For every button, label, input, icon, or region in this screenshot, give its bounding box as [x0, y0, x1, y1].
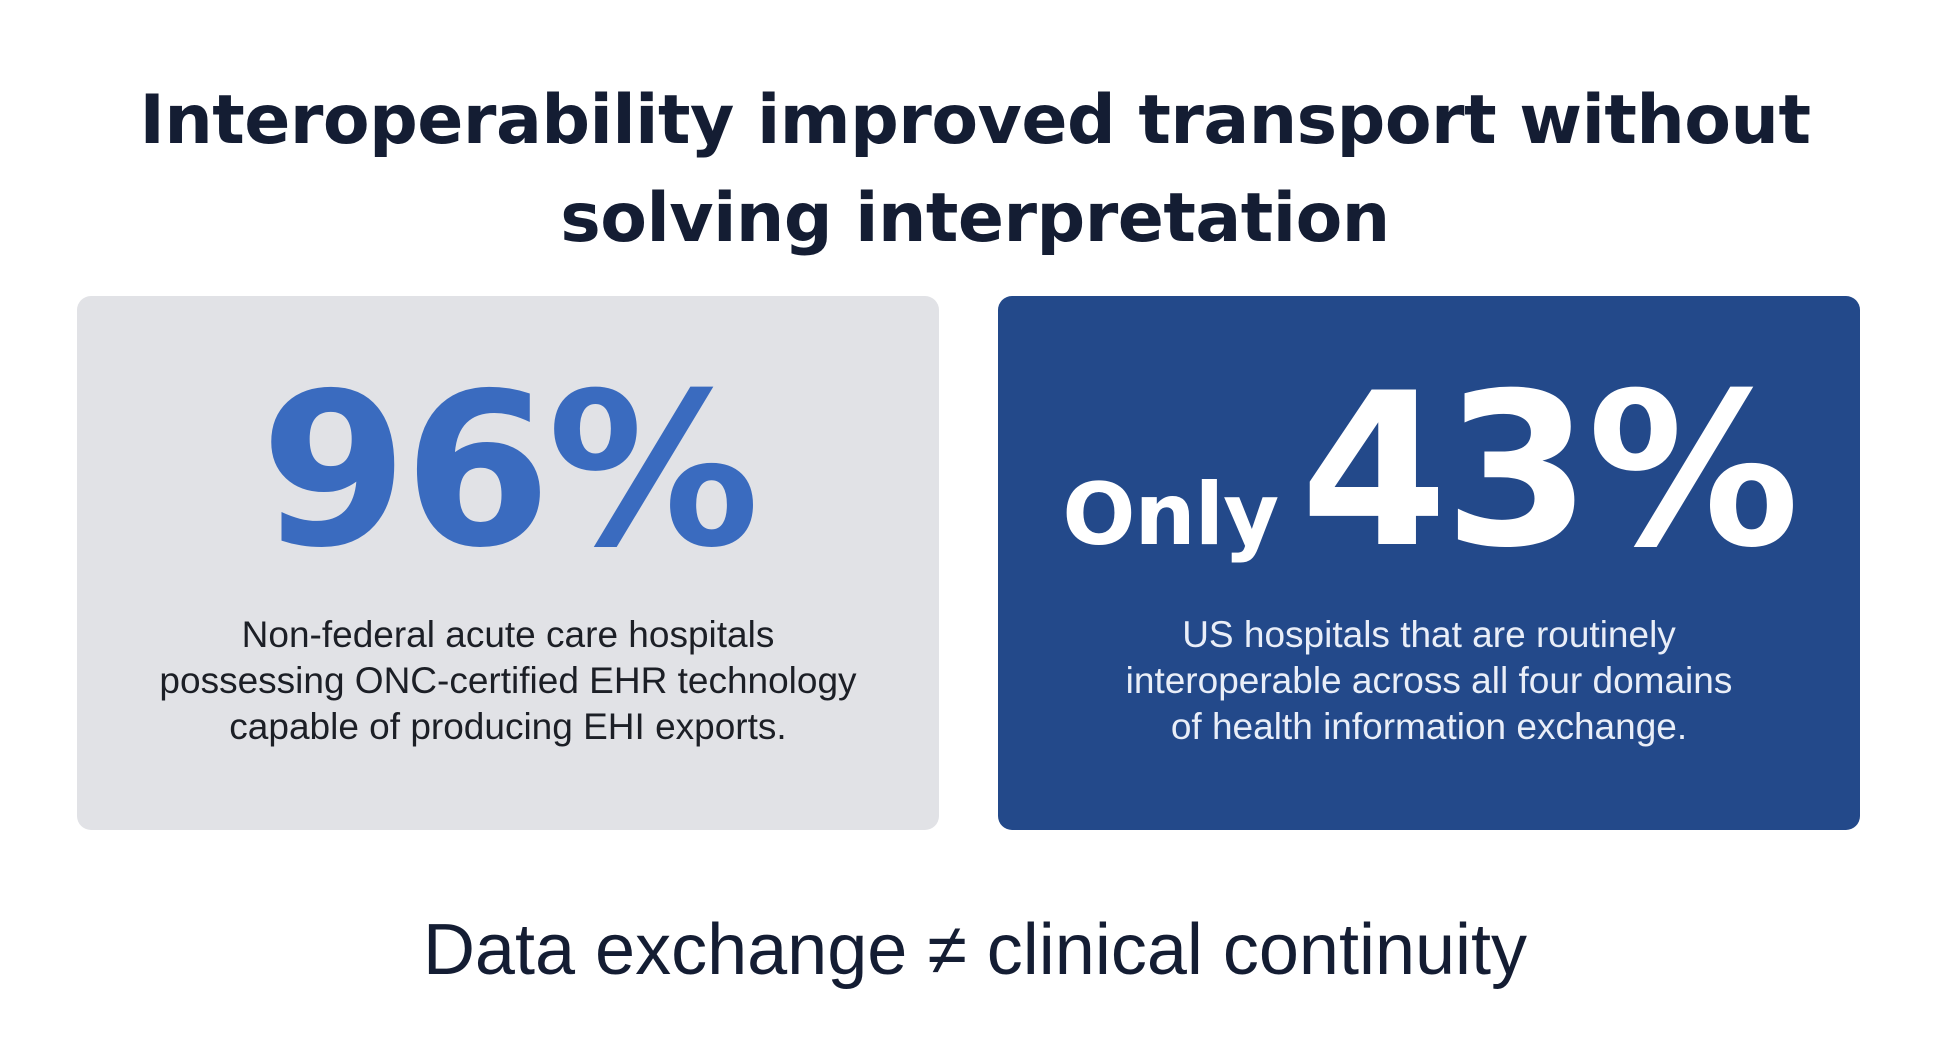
description-line: possessing ONC-certified EHR technology — [159, 660, 857, 701]
stat-description: Non-federal acute care hospitals possess… — [117, 612, 899, 750]
stat-figure: Only 43% — [998, 347, 1860, 594]
stat-value: 43% — [1300, 347, 1799, 594]
conclusion-statement: Data exchange ≠ clinical continuity — [422, 910, 1528, 990]
stat-figure: 96% — [77, 347, 939, 594]
description-line: capable of producing EHI exports. — [229, 706, 787, 747]
stat-value: 96% — [260, 347, 759, 594]
title-line-1: Interoperability improved transport with… — [139, 81, 1811, 160]
stat-prefix: Only — [1062, 465, 1279, 565]
description-line: interoperable across all four domains — [1125, 660, 1733, 701]
stat-card-43: Only 43% US hospitals that are routinely… — [998, 296, 1860, 830]
description-line: of health information exchange. — [1170, 706, 1688, 747]
description-line: Non-federal acute care hospitals — [241, 614, 775, 655]
description-line: US hospitals that are routinely — [1182, 614, 1676, 655]
stat-description: US hospitals that are routinely interope… — [1038, 612, 1820, 750]
stat-card-96: 96% Non-federal acute care hospitals pos… — [77, 296, 939, 830]
slide-title: Interoperability improved transport with… — [0, 72, 1950, 268]
title-line-2: solving interpretation — [560, 179, 1390, 258]
